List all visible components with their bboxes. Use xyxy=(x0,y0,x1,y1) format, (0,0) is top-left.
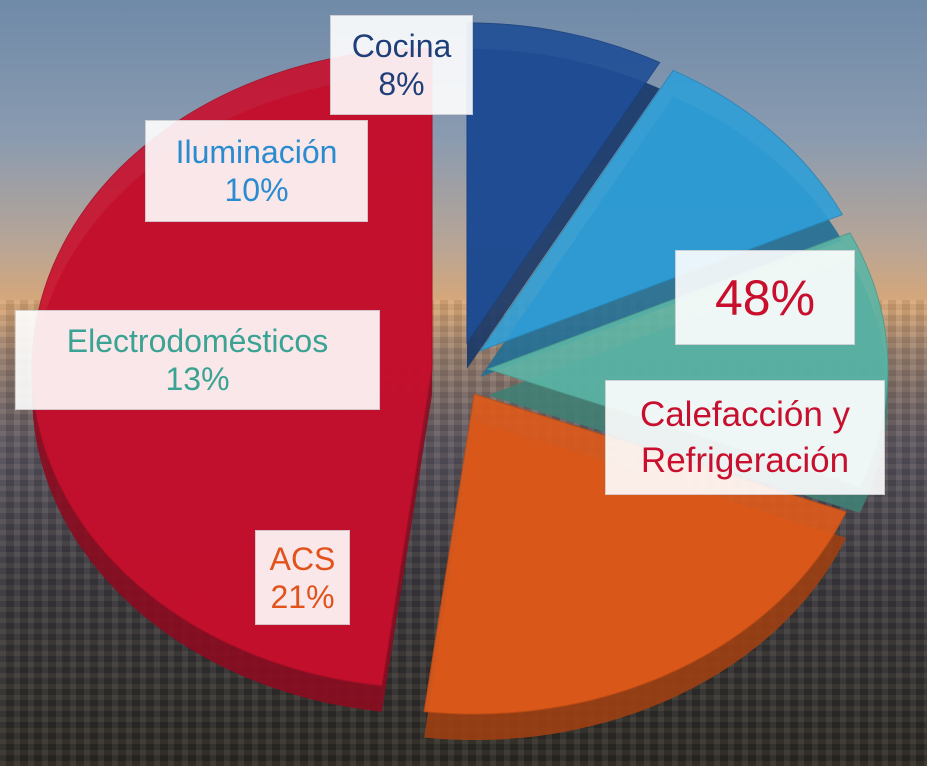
value-label: 10% xyxy=(224,172,289,208)
category-name: Iluminación xyxy=(175,134,338,170)
pie-slice xyxy=(479,69,844,352)
value-label: 21% xyxy=(270,578,335,615)
value-label: 48% xyxy=(714,269,816,326)
value-label: 13% xyxy=(165,361,230,397)
category-name: Cocina xyxy=(351,28,452,64)
data-label: Electrodomésticos 13% xyxy=(15,310,380,410)
value-label: 8% xyxy=(378,66,425,102)
pie-slice xyxy=(423,393,847,715)
category-name: ACS xyxy=(269,540,336,577)
category-name: Calefacción y Refrigeración xyxy=(639,394,851,480)
data-label: 48% xyxy=(675,250,855,345)
data-label: Iluminación 10% xyxy=(145,120,368,222)
data-label: Cocina 8% xyxy=(330,15,473,115)
category-name: Electrodomésticos xyxy=(66,323,329,359)
pie-slice xyxy=(466,22,661,345)
category-label: Calefacción y Refrigeración xyxy=(605,380,885,495)
data-label: ACS 21% xyxy=(255,530,350,625)
